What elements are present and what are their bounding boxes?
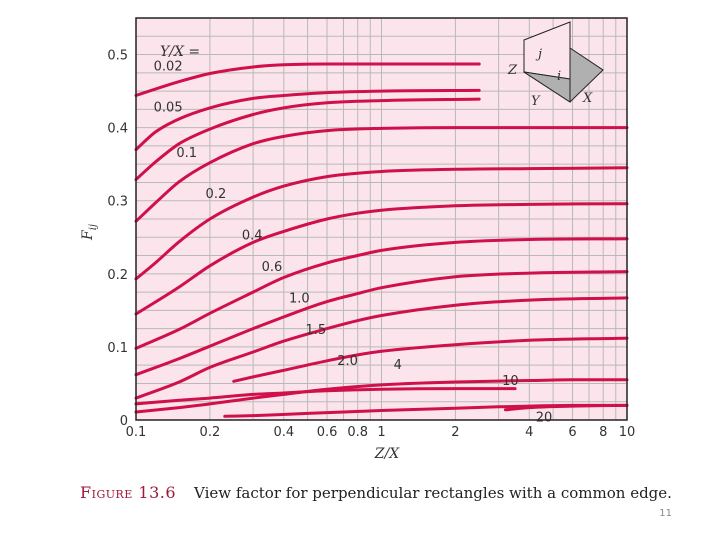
x-tick-label: 4 [525,425,533,440]
x-tick-label: 10 [619,425,636,440]
curve-label: 1.0 [289,291,310,306]
plot-frame [135,17,628,421]
curve-unlabeled-13 [504,403,629,412]
inset-label-y: Y [531,94,541,109]
legend-header: Y/X = [160,44,200,60]
x-tick-label: 0.6 [317,425,338,440]
x-tick-label: 6 [568,425,576,440]
inset-face-i-front [523,71,571,103]
y-axis-label: Fij [80,224,99,241]
curve-label: 2.0 [337,354,358,369]
x-tick-labels: 0.1 0.2 0.4 0.6 0.8 1 2 4 6 8 10 [126,425,636,440]
curve-label: 0.2 [206,187,227,202]
curve-label: 20 [536,410,553,425]
x-axis-label: Z/X [374,446,400,462]
curve-yx-2-0 [134,296,629,400]
curve-yx-0-02 [134,62,481,97]
x-tick-label: 0.1 [126,425,147,440]
curve-yx-0-1 [134,97,481,181]
data-curves [134,62,629,418]
figure-number: Figure 13.6 [80,483,177,502]
inset-label-z: Z [507,63,518,78]
y-tick-label: 0.2 [107,268,128,283]
curve-yx-0-6 [134,202,629,316]
curve-label: 0.02 [154,60,183,75]
curve-yx-10 [134,378,629,414]
caption-text: View factor for perpendicular rectangles… [194,484,672,502]
curve-label: 4 [394,358,402,373]
curve-unlabeled-12 [134,387,517,406]
curve-yx-1-5 [134,270,629,377]
curve-label: 0.6 [262,260,283,275]
curve-label: 0.4 [242,228,263,243]
inset-geometry-diagram: j i Z Y X [507,21,604,109]
inset-label-i: i [557,69,561,84]
y-tick-label: 0.1 [107,341,128,356]
curve-yx-4 [232,336,629,383]
curve-yx-0-05 [134,88,481,152]
y-tick-label: 0.4 [107,122,128,137]
y-axis-label-main: F [80,229,96,241]
y-axis-label-sub: ij [88,224,99,230]
curve-yx-1-0 [134,237,629,350]
curve-label: 1.5 [305,323,326,338]
figure-caption: Figure 13.6 View factor for perpendicular… [80,480,680,506]
x-tick-label: 2 [451,425,459,440]
inset-label-x: X [582,91,593,106]
curve-yx-0-2 [134,126,629,223]
y-tick-label: 0.3 [107,195,128,210]
curve-label: 10 [502,374,519,389]
y-tick-label: 0.5 [107,49,128,64]
curve-label: 0.05 [154,101,183,116]
x-tick-label: 0.8 [347,425,368,440]
x-tick-label: 8 [599,425,607,440]
x-tick-label: 0.2 [200,425,221,440]
page-number: 11 [659,508,672,519]
curve-labels: 0.02 0.05 0.1 0.2 0.4 0.6 1.0 1.5 2.0 4 10 20 [154,60,553,426]
inset-label-j: j [535,47,542,62]
y-tick-label: 0 [120,414,128,429]
curve-yx-0-4 [134,166,629,281]
x-tick-label: 0.4 [273,425,294,440]
x-tick-label: 1 [377,425,385,440]
y-tick-labels: 0 0.1 0.2 0.3 0.4 0.5 [107,49,128,429]
curve-label: 0.1 [176,146,197,161]
